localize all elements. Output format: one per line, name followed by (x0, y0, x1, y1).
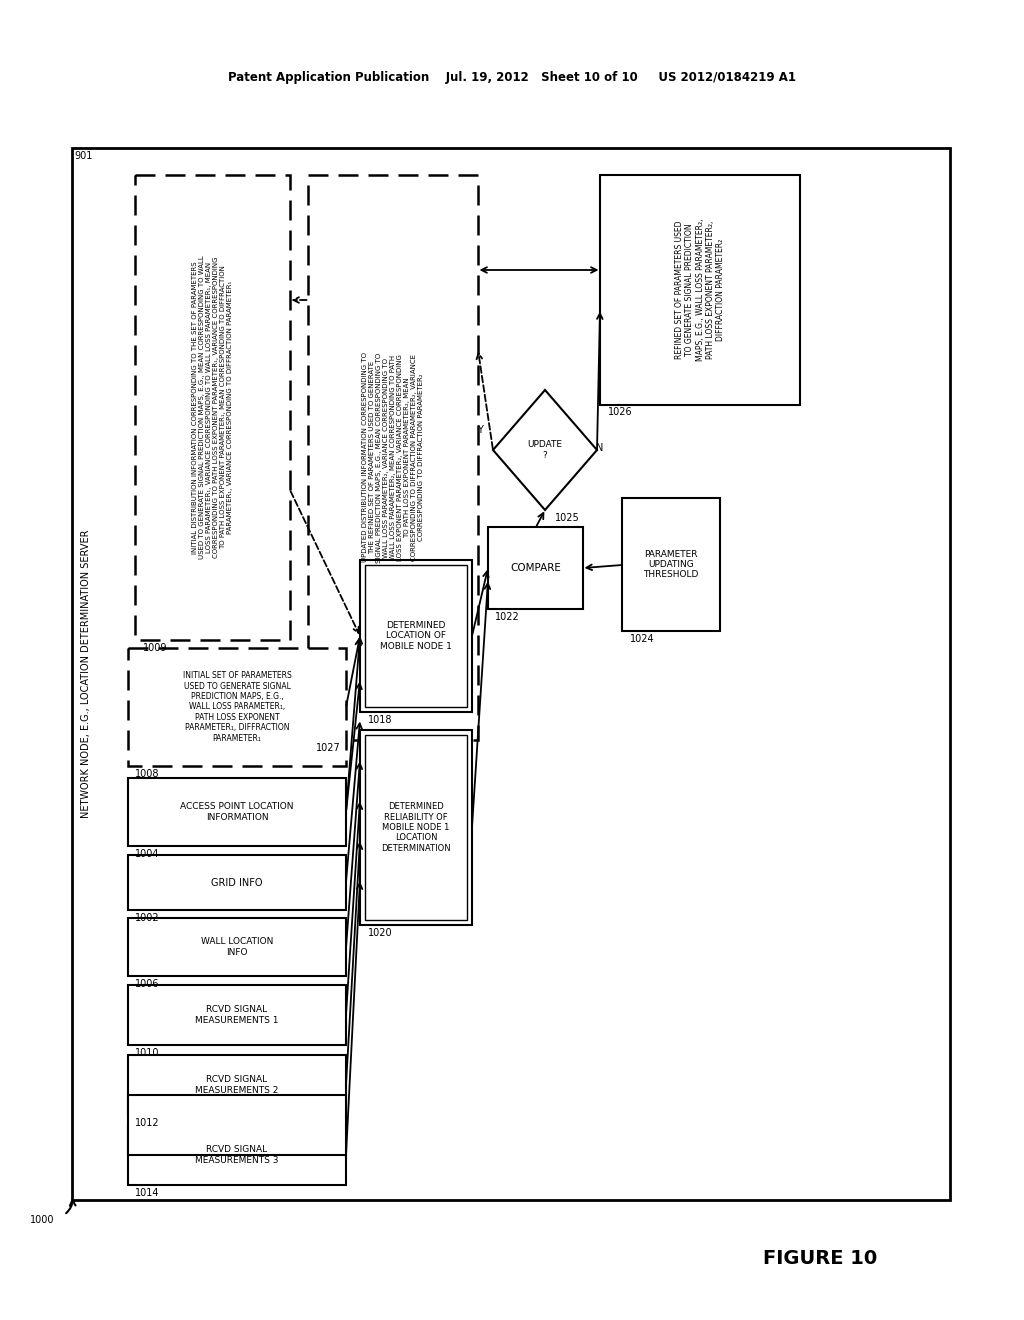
Text: 1022: 1022 (495, 612, 520, 622)
Text: ACCESS POINT LOCATION
INFORMATION: ACCESS POINT LOCATION INFORMATION (180, 803, 294, 821)
Bar (365, 565, 467, 708)
Text: INITIAL SET OF PARAMETERS
USED TO GENERATE SIGNAL
PREDICTION MAPS, E.G.,
WALL LO: INITIAL SET OF PARAMETERS USED TO GENERA… (182, 672, 292, 743)
Text: 1027: 1027 (316, 743, 341, 752)
Bar (308, 176, 478, 741)
Text: 1002: 1002 (135, 913, 160, 923)
Bar (128, 1055, 346, 1115)
Text: N: N (596, 444, 604, 453)
Bar (128, 1125, 346, 1185)
Text: 1004: 1004 (135, 849, 160, 859)
Text: RCVD SIGNAL
MEASUREMENTS 1: RCVD SIGNAL MEASUREMENTS 1 (196, 1006, 279, 1024)
Bar (128, 855, 346, 909)
Bar (135, 176, 290, 640)
Text: PARAMETER
UPDATING
THRESHOLD: PARAMETER UPDATING THRESHOLD (643, 549, 698, 579)
Text: 1006: 1006 (135, 979, 160, 989)
Bar (365, 735, 467, 920)
Text: 1009: 1009 (143, 643, 168, 653)
Bar (622, 498, 720, 631)
Text: 1010: 1010 (135, 1048, 160, 1059)
Text: 1025: 1025 (555, 513, 580, 523)
Text: DETERMINED
RELIABILITY OF
MOBILE NODE 1
LOCATION
DETERMINATION: DETERMINED RELIABILITY OF MOBILE NODE 1 … (381, 803, 451, 853)
Text: INITIAL DISTRIBUTION INFORMATION CORRESPONDING TO THE SET OF PARAMETERS
USED TO : INITIAL DISTRIBUTION INFORMATION CORRESP… (193, 256, 233, 560)
Text: GRID INFO: GRID INFO (211, 878, 263, 887)
Text: 1000: 1000 (30, 1214, 54, 1225)
Bar (488, 527, 583, 609)
Text: Patent Application Publication    Jul. 19, 2012   Sheet 10 of 10     US 2012/018: Patent Application Publication Jul. 19, … (228, 71, 796, 84)
Bar (128, 1096, 346, 1155)
Text: DETERMINED
LOCATION OF
MOBILE NODE 1: DETERMINED LOCATION OF MOBILE NODE 1 (380, 622, 452, 651)
Bar (128, 917, 346, 975)
Text: 901: 901 (74, 150, 92, 161)
Bar (360, 560, 472, 711)
Text: 1008: 1008 (135, 770, 160, 779)
Bar (128, 985, 346, 1045)
Text: 1026: 1026 (608, 407, 633, 417)
Text: 1012: 1012 (135, 1118, 160, 1129)
Bar (360, 730, 472, 925)
Text: RCVD SIGNAL
MEASUREMENTS 3: RCVD SIGNAL MEASUREMENTS 3 (196, 1146, 279, 1164)
Text: 1020: 1020 (368, 928, 392, 939)
Text: 1024: 1024 (630, 634, 654, 644)
Bar (72, 148, 950, 1200)
Text: REFINED SET OF PARAMETERS USED
TO GENERATE SIGNAL PREDICTION
MAPS, E.G., WALL LO: REFINED SET OF PARAMETERS USED TO GENERA… (675, 219, 725, 362)
Bar (128, 648, 346, 766)
Bar (128, 777, 346, 846)
Text: 1014: 1014 (135, 1188, 160, 1199)
Text: NETWORK NODE, E.G., LOCATION DETERMINATION SERVER: NETWORK NODE, E.G., LOCATION DETERMINATI… (81, 529, 91, 818)
Text: 1018: 1018 (368, 715, 392, 725)
Polygon shape (493, 389, 597, 510)
Text: UPDATED DISTRIBUTION INFORMATION CORRESPONDING TO
THE REFINED SET OF PARAMETERS : UPDATED DISTRIBUTION INFORMATION CORRESP… (362, 352, 424, 562)
Text: FIGURE 10: FIGURE 10 (763, 1249, 878, 1267)
Bar (600, 176, 800, 405)
Text: COMPARE: COMPARE (510, 564, 561, 573)
Text: WALL LOCATION
INFO: WALL LOCATION INFO (201, 937, 273, 957)
Text: RCVD SIGNAL
MEASUREMENTS 2: RCVD SIGNAL MEASUREMENTS 2 (196, 1076, 279, 1094)
Text: Y: Y (477, 425, 483, 436)
Text: UPDATE
?: UPDATE ? (527, 441, 562, 459)
